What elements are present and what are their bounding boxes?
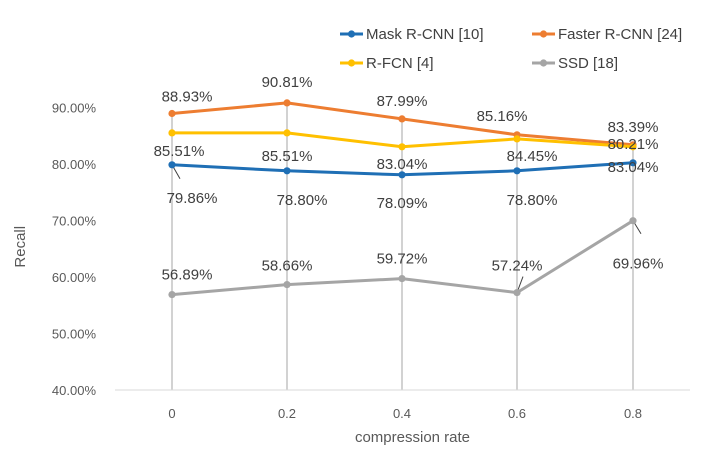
- data-label: 87.99%: [377, 93, 428, 110]
- legend-label: Mask R-CNN [10]: [366, 26, 484, 43]
- data-point: [398, 115, 406, 123]
- legend-item: R-FCN [4]: [340, 55, 434, 72]
- data-point: [629, 143, 637, 151]
- legend-label: R-FCN [4]: [366, 55, 434, 72]
- data-point: [629, 159, 637, 167]
- y-tick-label: 70.00%: [52, 214, 97, 229]
- y-tick-label: 60.00%: [52, 270, 97, 285]
- legend-item: SSD [18]: [532, 55, 618, 72]
- y-axis-title: Recall: [12, 226, 29, 268]
- data-label: 78.80%: [507, 192, 558, 209]
- label-leader-lines: [171, 164, 642, 293]
- drop-lines: [171, 102, 634, 390]
- data-point: [168, 129, 176, 137]
- y-tick-label: 40.00%: [52, 383, 97, 398]
- data-point: [283, 99, 291, 107]
- data-point: [513, 289, 521, 297]
- data-label: 83.39%: [608, 119, 659, 136]
- data-label: 58.66%: [262, 258, 313, 275]
- data-label: 78.80%: [277, 192, 328, 209]
- data-point: [398, 275, 406, 283]
- data-point: [398, 171, 406, 179]
- x-tick-label: 0: [168, 406, 175, 421]
- legend-item: Faster R-CNN [24]: [532, 26, 682, 43]
- y-tick-label: 50.00%: [52, 327, 97, 342]
- x-axis-title: compression rate: [355, 429, 470, 446]
- data-label: 78.09%: [377, 195, 428, 212]
- data-label: 85.51%: [262, 148, 313, 165]
- legend-label: Faster R-CNN [24]: [558, 26, 682, 43]
- data-label: 80.21%: [608, 136, 659, 153]
- series-points: [168, 99, 637, 299]
- legend: Mask R-CNN [10] Faster R-CNN [24] R-FCN [4…: [340, 26, 682, 72]
- data-point: [283, 281, 291, 289]
- data-label: 59.72%: [377, 251, 428, 268]
- legend-swatch-marker: [347, 59, 356, 67]
- legend-item: Mask R-CNN [10]: [340, 26, 484, 43]
- data-point: [513, 135, 521, 143]
- legend-swatch-marker: [539, 59, 548, 67]
- data-label: 85.51%: [154, 143, 205, 160]
- y-tick-label: 90.00%: [52, 101, 97, 116]
- x-tick-label: 0.6: [508, 406, 526, 421]
- data-point: [283, 129, 291, 137]
- legend-swatch-marker: [539, 30, 548, 38]
- y-tick-label: 80.00%: [52, 157, 97, 172]
- data-label: 84.45%: [507, 148, 558, 165]
- x-axis-ticks: 0 0.2 0.4 0.6 0.8: [168, 406, 642, 421]
- data-labels: 79.86% 78.80% 78.09% 78.80% 80.21% 88.93% 90.8…: [154, 74, 664, 284]
- data-point: [283, 167, 291, 175]
- x-tick-label: 0.4: [393, 406, 411, 421]
- data-label: 90.81%: [262, 74, 313, 91]
- data-label: 79.86%: [167, 190, 218, 207]
- legend-label: SSD [18]: [558, 55, 618, 72]
- data-point: [398, 143, 406, 151]
- data-label: 57.24%: [492, 258, 543, 275]
- data-point: [513, 167, 521, 175]
- data-label: 85.16%: [477, 108, 528, 125]
- data-label: 56.89%: [162, 267, 213, 284]
- data-point: [168, 161, 176, 169]
- data-label: 83.04%: [377, 156, 428, 173]
- data-point: [629, 217, 637, 225]
- data-label: 88.93%: [162, 89, 213, 106]
- legend-swatch-marker: [347, 30, 356, 38]
- data-label: 69.96%: [613, 256, 664, 273]
- data-label: 83.04%: [608, 159, 659, 176]
- data-point: [168, 109, 176, 118]
- data-point: [168, 291, 176, 299]
- x-tick-label: 0.8: [624, 406, 642, 421]
- y-axis-ticks: 40.00% 50.00% 60.00% 70.00% 80.00% 90.00%: [52, 101, 97, 399]
- x-tick-label: 0.2: [278, 406, 296, 421]
